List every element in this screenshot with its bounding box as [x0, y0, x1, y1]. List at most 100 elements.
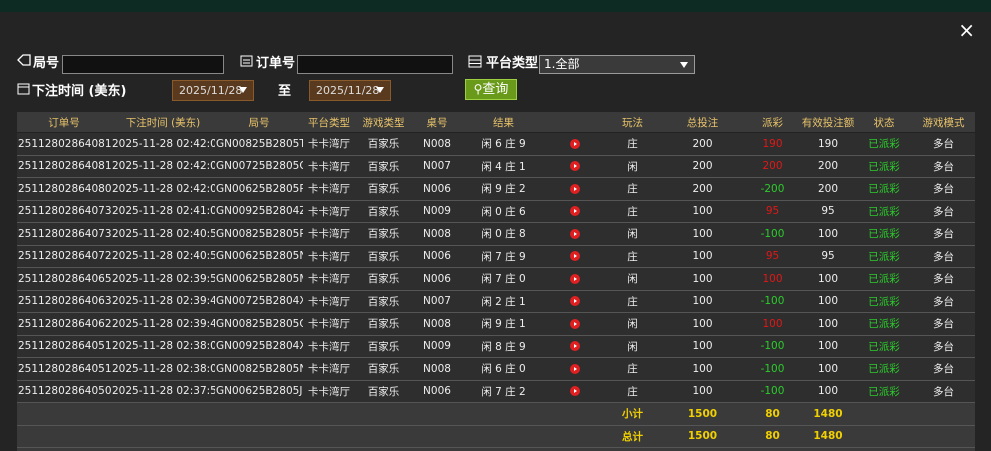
video-cell — [545, 245, 605, 268]
empty-cell — [412, 425, 462, 448]
empty-cell — [17, 425, 111, 448]
cell: 251128028640735 — [17, 200, 111, 223]
platform-label: 平台类型 — [486, 56, 539, 71]
cell: 已派彩 — [856, 380, 912, 403]
cell: 2025-11-28 02:41:01 — [111, 200, 215, 223]
video-cell — [545, 290, 605, 313]
cell: 已派彩 — [856, 155, 912, 178]
cell: 百家乐 — [355, 155, 412, 178]
empty-cell — [355, 402, 412, 426]
video-cell — [545, 155, 605, 178]
cell: 卡卡湾厅 — [303, 132, 355, 156]
cell: 闲 — [605, 222, 660, 246]
play-button[interactable] — [570, 318, 580, 329]
sum-value: 80 — [745, 402, 800, 426]
cell: 多台 — [912, 177, 975, 201]
cell: 100 — [800, 357, 856, 381]
cell: 百家乐 — [355, 290, 412, 313]
column-header: 游戏类型 — [355, 112, 412, 133]
cell: 闲 9 庄 1 — [462, 312, 545, 336]
cell: 卡卡湾厅 — [303, 380, 355, 403]
data-row: 251128028640632 2025-11-28 02:39:43 GN0072… — [17, 290, 975, 313]
cell: 2025-11-28 02:39:57 — [111, 267, 215, 291]
cell: 卡卡湾厅 — [303, 155, 355, 178]
cell: 100 — [800, 222, 856, 246]
cell: -100 — [745, 357, 800, 381]
cell: 95 — [745, 245, 800, 268]
cell: GN00625B2805P — [215, 177, 303, 201]
cell: 百家乐 — [355, 245, 412, 268]
play-button[interactable] — [570, 183, 580, 194]
cell: 251128028640803 — [17, 177, 111, 201]
cell: 95 — [800, 245, 856, 268]
cell: -100 — [745, 335, 800, 358]
cell: -100 — [745, 380, 800, 403]
empty-cell — [215, 425, 303, 448]
cell: 已派彩 — [856, 312, 912, 336]
column-header: 有效投注额 — [800, 112, 856, 133]
cell: GN00725B2804X — [215, 290, 303, 313]
play-button[interactable] — [570, 341, 580, 352]
empty-cell — [912, 402, 975, 426]
play-button[interactable] — [570, 228, 580, 239]
cell: 已派彩 — [856, 222, 912, 246]
bet-record-modal: × 局号 订单号 平台类型 1.全部 下注时间 (美东) 2025/11/28 … — [0, 12, 991, 451]
empty-cell — [111, 425, 215, 448]
cell: 多台 — [912, 290, 975, 313]
cell: 2025-11-28 02:39:40 — [111, 312, 215, 336]
cell: 2025-11-28 02:42:06 — [111, 155, 215, 178]
play-button[interactable] — [570, 363, 580, 374]
cell: 已派彩 — [856, 335, 912, 358]
video-cell — [545, 335, 605, 358]
data-row: 251128028640511 2025-11-28 02:38:00 GN0082… — [17, 357, 975, 381]
empty-cell — [462, 402, 545, 426]
cell: 闲 — [605, 267, 660, 291]
cell: GN00925B2804Z — [215, 200, 303, 223]
empty-cell — [355, 425, 412, 448]
subtotal-row: 小计 1500 80 1480 — [17, 402, 975, 426]
cell: 95 — [745, 200, 800, 223]
play-button[interactable] — [570, 138, 580, 149]
round-label: 局号 — [33, 56, 60, 71]
empty-cell — [17, 402, 111, 426]
cell: 卡卡湾厅 — [303, 357, 355, 381]
cell: 多台 — [912, 132, 975, 156]
column-header: 桌号 — [412, 112, 462, 133]
cell: 251128028640519 — [17, 335, 111, 358]
play-button[interactable] — [570, 206, 580, 217]
cell: 95 — [800, 200, 856, 223]
close-button[interactable]: × — [958, 18, 975, 42]
round-input[interactable] — [62, 55, 224, 74]
data-row: 251128028640500 2025-11-28 02:37:56 GN0062… — [17, 380, 975, 403]
cell: 100 — [660, 357, 745, 381]
play-button[interactable] — [570, 296, 580, 307]
cell: N008 — [412, 222, 462, 246]
data-row: 251128028640628 2025-11-28 02:39:40 GN0082… — [17, 312, 975, 336]
to-label: 至 — [278, 84, 292, 99]
cell: 卡卡湾厅 — [303, 267, 355, 291]
video-cell — [545, 357, 605, 381]
column-header: 局号 — [215, 112, 303, 133]
cell: GN00625B2805J — [215, 380, 303, 403]
cell: 庄 — [605, 177, 660, 201]
platform-select[interactable]: 1.全部 — [539, 55, 695, 74]
cell: 多台 — [912, 200, 975, 223]
cell: 卡卡湾厅 — [303, 335, 355, 358]
play-button[interactable] — [570, 273, 580, 284]
cell: 闲 0 庄 8 — [462, 222, 545, 246]
query-button[interactable]: ⚲查询 — [465, 79, 517, 100]
play-button[interactable] — [570, 251, 580, 262]
cell: 100 — [800, 380, 856, 403]
empty-cell — [545, 402, 605, 426]
table-area: 订单号 下注时间 (美东) 局号 平台类型 游戏类型 桌号 结果 玩法 总投注 派彩 有效投注额 状态… — [17, 112, 975, 451]
cell: 闲 7 庄 0 — [462, 267, 545, 291]
cell: 百家乐 — [355, 132, 412, 156]
order-input[interactable] — [297, 55, 453, 74]
cell: GN00825B2805T — [215, 132, 303, 156]
play-button[interactable] — [570, 161, 580, 172]
cell: 百家乐 — [355, 200, 412, 223]
cell: 多台 — [912, 245, 975, 268]
play-button[interactable] — [570, 386, 580, 397]
date-to[interactable]: 2025/11/28 — [309, 80, 391, 101]
date-from[interactable]: 2025/11/28 — [172, 80, 254, 101]
